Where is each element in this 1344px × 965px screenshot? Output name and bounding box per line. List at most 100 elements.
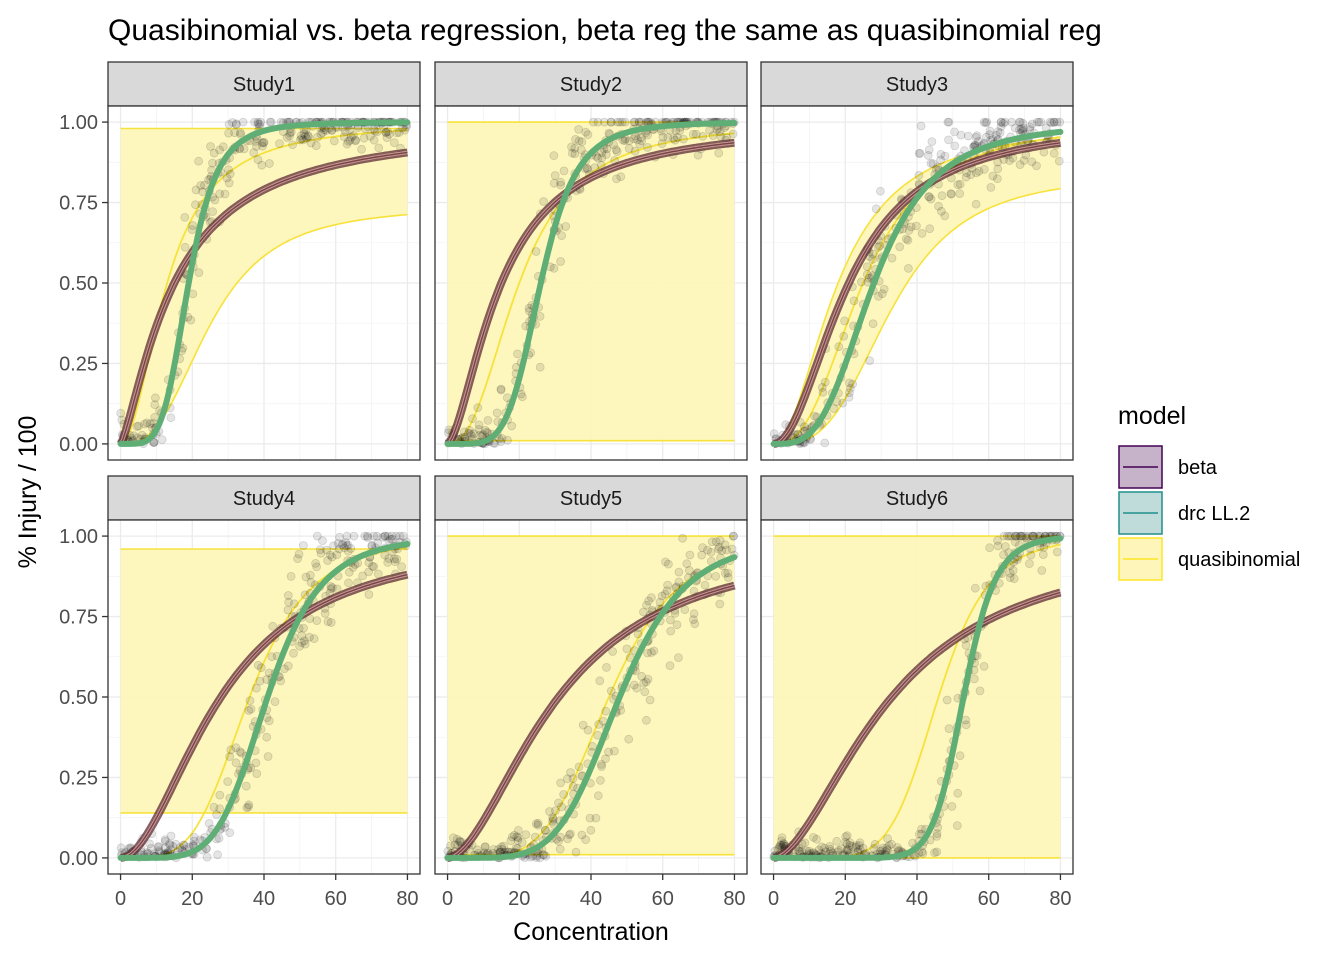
y-tick-label: 0.75 — [59, 607, 98, 629]
data-point — [593, 117, 603, 127]
data-point — [979, 164, 989, 174]
data-point — [610, 746, 619, 756]
data-point — [645, 695, 655, 705]
data-point — [312, 616, 322, 625]
data-point — [843, 845, 853, 855]
data-point — [961, 720, 971, 730]
data-point — [474, 430, 484, 440]
data-point — [600, 117, 609, 127]
data-point — [884, 841, 894, 850]
data-point — [469, 429, 479, 439]
panel-study5: Study5 0 20 40 60 80 — [434, 475, 748, 910]
data-point — [150, 393, 160, 403]
panel-study1: Study1 0.00 0.25 0.50 0.75 1.00 — [59, 61, 421, 461]
data-point — [936, 155, 945, 165]
data-point — [289, 599, 299, 609]
data-point — [707, 537, 717, 547]
data-point — [339, 543, 349, 553]
data-point — [601, 706, 611, 716]
data-point — [834, 845, 844, 855]
data-point — [210, 195, 220, 205]
data-point — [868, 249, 878, 259]
data-point — [532, 853, 541, 862]
y-tick-label: 1.00 — [59, 526, 98, 548]
data-point — [874, 242, 883, 252]
data-point — [855, 838, 865, 848]
data-point — [775, 841, 785, 851]
data-point — [270, 697, 280, 706]
data-point — [1011, 531, 1020, 541]
data-point — [671, 583, 681, 593]
data-point — [1034, 117, 1044, 127]
quasibinomial-lower-line — [120, 213, 408, 445]
data-point — [362, 531, 372, 541]
data-point — [1008, 566, 1018, 575]
data-point — [320, 609, 330, 618]
data-point — [1052, 547, 1062, 557]
data-point — [541, 825, 550, 835]
data-point — [947, 189, 956, 199]
data-point — [392, 128, 402, 138]
data-point — [483, 415, 493, 425]
data-point — [1049, 117, 1059, 127]
data-point — [300, 590, 310, 600]
data-point — [669, 133, 678, 143]
data-point — [971, 132, 981, 142]
data-point — [297, 638, 307, 647]
data-point — [635, 139, 645, 149]
data-point — [299, 129, 309, 139]
data-point — [616, 172, 626, 182]
data-point — [333, 539, 343, 548]
data-point — [597, 760, 606, 769]
data-point — [494, 845, 503, 854]
data-point — [160, 836, 170, 846]
data-point — [1054, 156, 1064, 166]
data-point — [294, 549, 304, 559]
data-point — [974, 166, 984, 176]
data-point — [288, 140, 298, 150]
data-point — [199, 180, 209, 190]
data-point — [555, 844, 565, 854]
y-axis: 0.00 0.25 0.50 0.75 1.00 — [59, 112, 108, 456]
data-point — [577, 137, 587, 147]
data-point — [979, 662, 989, 671]
data-point — [993, 127, 1003, 137]
data-point — [583, 725, 593, 735]
data-point — [252, 769, 262, 778]
data-point — [642, 715, 651, 725]
data-point — [1045, 117, 1055, 127]
data-point — [226, 745, 236, 755]
data-point — [914, 170, 924, 180]
data-point — [316, 548, 326, 558]
data-point — [363, 533, 373, 542]
data-point — [395, 531, 405, 541]
data-point — [684, 566, 694, 575]
data-point — [1000, 542, 1010, 551]
data-point — [364, 558, 374, 568]
data-point — [180, 242, 190, 252]
data-point — [777, 833, 787, 842]
data-point — [878, 289, 887, 299]
data-point — [146, 844, 156, 853]
data-point — [496, 385, 506, 395]
data-point — [577, 145, 586, 155]
data-point — [335, 532, 344, 542]
data-point — [312, 531, 322, 541]
data-point — [604, 747, 613, 757]
y-axis-title: % Injury / 100 — [14, 416, 42, 569]
data-point — [914, 148, 924, 158]
data-point — [998, 118, 1008, 128]
data-point — [961, 641, 971, 650]
beta-fit-line — [447, 142, 735, 445]
data-point — [342, 139, 352, 149]
data-point — [312, 562, 322, 572]
data-point — [596, 776, 605, 785]
data-point — [225, 752, 235, 761]
data-point — [302, 133, 311, 143]
data-point — [601, 149, 611, 159]
data-point — [868, 254, 877, 264]
data-point — [714, 148, 724, 158]
data-point — [581, 127, 591, 137]
data-point — [637, 136, 647, 146]
data-point — [187, 225, 197, 235]
